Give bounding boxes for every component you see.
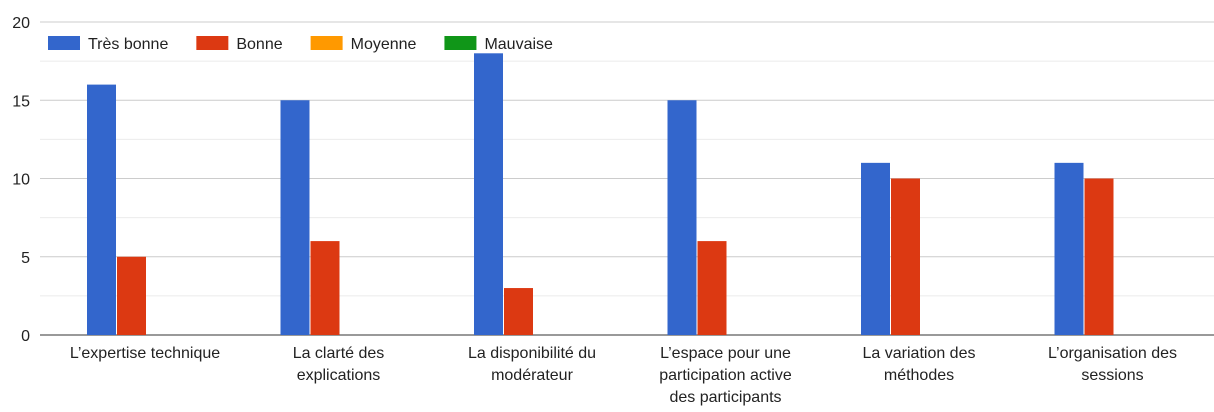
bar bbox=[474, 53, 503, 336]
y-tick-label: 5 bbox=[21, 250, 30, 267]
bar bbox=[891, 178, 920, 335]
x-tick-label: La disponibilité du modérateur bbox=[468, 345, 596, 384]
bar bbox=[697, 241, 727, 335]
y-tick-label: 0 bbox=[21, 328, 30, 345]
bar bbox=[310, 241, 340, 335]
legend-swatch bbox=[444, 36, 477, 50]
bar bbox=[280, 100, 310, 335]
bar bbox=[504, 288, 533, 335]
legend-swatch bbox=[48, 36, 80, 50]
legend-label: Mauvaise bbox=[484, 36, 553, 53]
bar bbox=[1054, 162, 1084, 335]
x-tick-label: L’espace pour une participation active des… bbox=[659, 345, 792, 406]
x-tick-label: L’expertise technique bbox=[70, 345, 220, 362]
legend-swatch bbox=[196, 36, 229, 50]
y-tick-label: 20 bbox=[12, 15, 30, 32]
x-tick-label: L’organisation des sessions bbox=[1048, 345, 1177, 384]
legend-label: Moyenne bbox=[351, 36, 417, 53]
legend-swatch bbox=[310, 36, 343, 50]
y-tick-label: 10 bbox=[12, 172, 30, 189]
legend-label: Très bonne bbox=[88, 36, 168, 53]
y-tick-label: 15 bbox=[12, 93, 30, 110]
bar bbox=[87, 84, 116, 335]
x-tick-label: La clarté des explications bbox=[293, 345, 385, 384]
bar bbox=[861, 162, 890, 335]
bar bbox=[117, 256, 146, 335]
bar bbox=[667, 100, 697, 335]
legend-label: Bonne bbox=[236, 36, 282, 53]
x-tick-label: La variation des méthodes bbox=[863, 345, 976, 384]
bar bbox=[1084, 178, 1114, 335]
